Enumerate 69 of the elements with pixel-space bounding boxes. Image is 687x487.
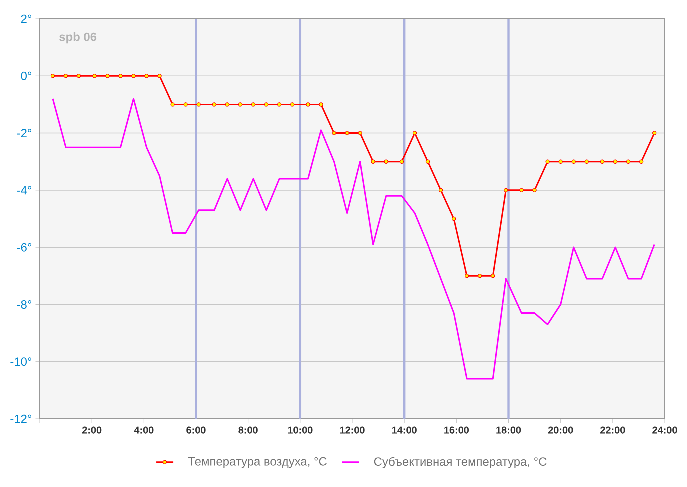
point [184,102,188,107]
point [64,74,68,78]
y-tick-label: -4° [17,186,32,195]
point [400,160,404,164]
x-tick-label: 12:00 [340,426,365,434]
point [319,102,324,107]
point [426,160,430,164]
x-tick-label: 2:00 [82,426,102,434]
point [412,131,418,136]
point [371,160,376,164]
point [532,188,537,193]
point [478,274,482,278]
annotation: spb 06 [60,32,97,44]
point [452,216,456,222]
point [626,160,631,164]
x-tick-label: 16:00 [444,426,470,434]
x-tick-label: 20:00 [548,426,574,434]
point [520,188,524,193]
point [332,131,336,136]
legend-label: Субъективная температура, °C [374,457,547,468]
point [251,102,256,107]
point [76,74,82,78]
x-tick-label: 8:00 [238,426,258,434]
y-tick-label: -12° [10,414,32,424]
point [277,102,282,107]
point [238,102,243,107]
point [491,274,496,278]
point [225,102,230,107]
point [558,160,563,164]
y-tick-label: -6° [17,243,32,252]
y-tick-label: -2° [17,129,32,138]
point [196,102,201,107]
point [144,74,149,78]
point [504,188,508,193]
y-tick-label: -10° [10,358,32,366]
point [92,74,97,78]
point [652,131,657,136]
point [464,274,470,278]
point [639,160,644,164]
x-tick-label: 10:00 [288,426,313,434]
y-tick-label: -8° [17,300,32,309]
point [384,160,388,164]
point [306,102,310,107]
x-tick-label: 14:00 [392,426,417,434]
point [345,131,350,136]
point [613,160,618,164]
point [132,74,136,78]
x-tick-label: 18:00 [496,426,522,434]
y-tick-label: 2° [21,14,32,24]
point [584,160,589,164]
point [358,131,362,136]
x-tick-label: 4:00 [134,426,154,434]
point [572,160,576,164]
point [600,160,605,164]
point [158,74,162,78]
x-tick-label: 22:00 [600,426,626,434]
x-tick-label: 24:00 [652,426,678,434]
x-tick-label: 6:00 [186,426,206,434]
point [50,74,56,78]
point [106,74,110,78]
point [290,102,295,107]
point [212,102,217,107]
point [170,102,175,107]
point [264,102,269,107]
point [546,160,550,164]
point [438,188,444,193]
point [118,74,123,78]
y-tick-label: 0° [21,72,32,80]
legend-label: Температура воздуха, °C [188,457,327,468]
